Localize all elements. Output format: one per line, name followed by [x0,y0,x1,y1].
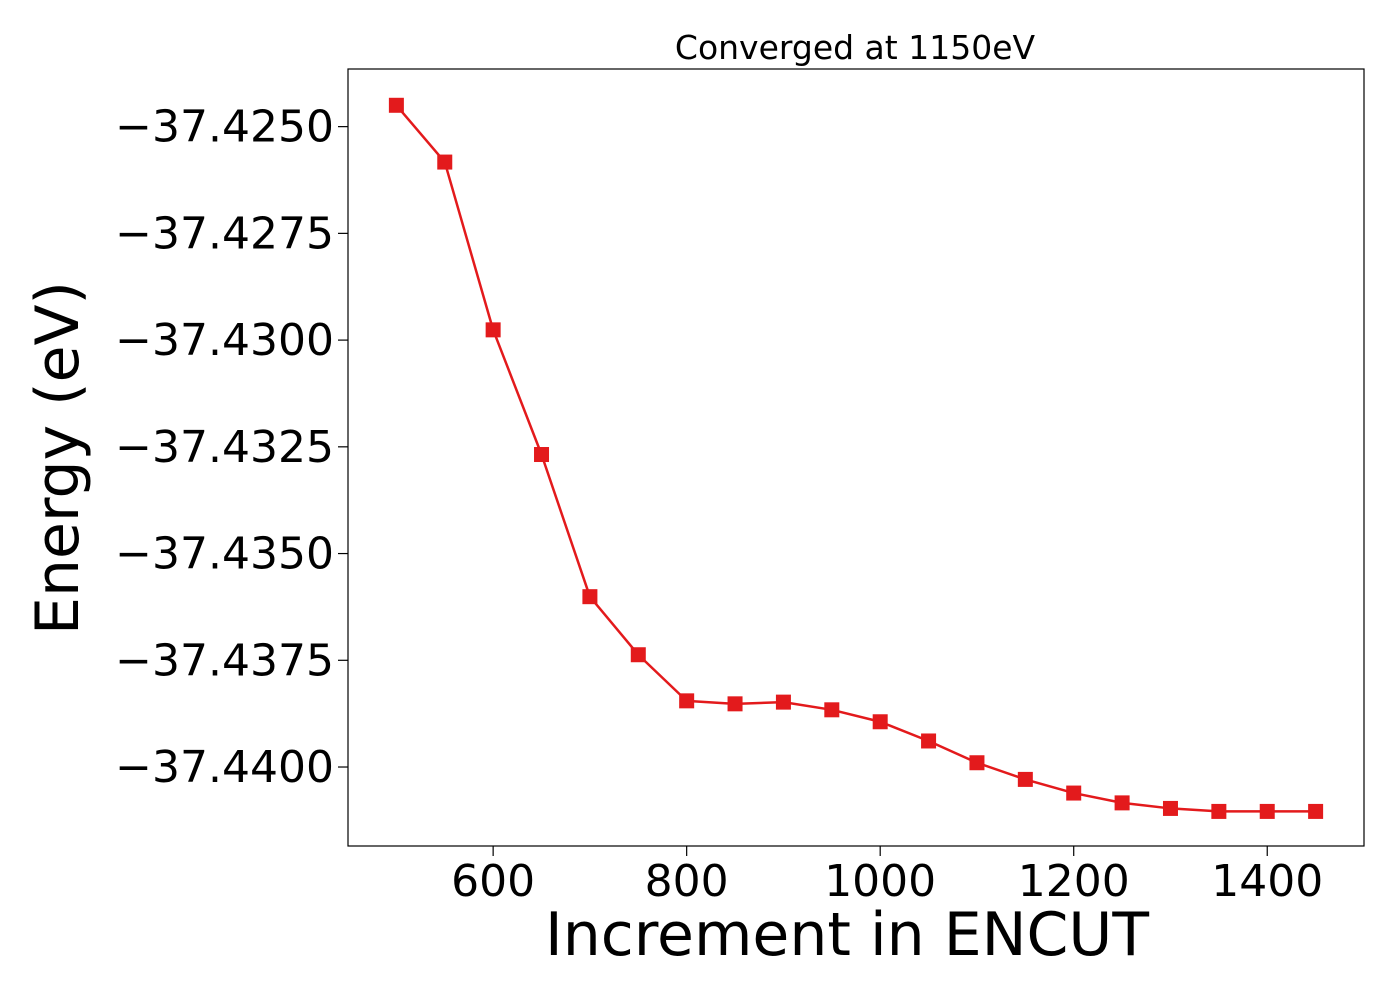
x-tick-label: 600 [451,856,535,907]
x-axis-label: Increment in ENCUT [545,900,1149,970]
chart-title: Converged at 1150eV [675,28,1036,67]
data-point [534,447,550,463]
plot-frame [347,68,1365,847]
data-point [388,97,404,113]
data-point [1308,803,1324,819]
y-axis-label: Energy (eV) [23,281,93,635]
data-point [727,696,743,712]
data-marks [388,97,1324,819]
series-line [395,104,1316,813]
data-point [485,322,501,338]
data-point [1066,785,1082,801]
data-point [1017,771,1033,787]
y-tick-label: −37.4250 [115,102,334,153]
plot-area [347,68,1365,847]
x-tick-label: 800 [645,856,729,907]
data-point [437,154,453,170]
data-point [775,694,791,710]
y-tick-label: −37.4275 [115,208,334,259]
data-point [1259,803,1275,819]
data-point [921,733,937,749]
x-tick-label: 1000 [824,856,936,907]
data-point [679,693,695,709]
x-tick-label: 1200 [1018,856,1130,907]
y-tick-label: −37.4325 [115,422,334,473]
y-tick-label: −37.4350 [115,529,334,580]
data-point [824,702,840,718]
data-point [582,589,598,605]
x-tick-label: 1400 [1211,856,1323,907]
y-tick-label: −37.4400 [115,742,334,793]
data-point [1211,803,1227,819]
y-tick-label: −37.4375 [115,635,334,686]
data-point [1114,795,1130,811]
y-tick-label: −37.4300 [115,315,334,366]
data-point [872,714,888,730]
data-point [630,647,646,663]
axis-ticks: −37.4250 −37.4275 −37.4300 −37.4325 −37.4350… [115,102,1323,907]
data-point [1162,800,1178,816]
data-point [969,755,985,771]
